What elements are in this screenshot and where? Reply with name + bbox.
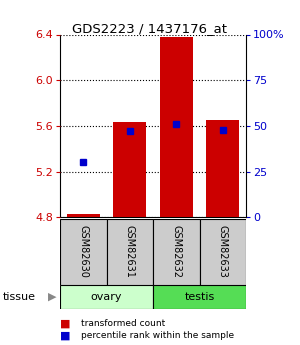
Text: ■: ■	[60, 331, 70, 340]
Bar	[106, 219, 153, 285]
Bar	[60, 219, 106, 285]
Bar	[160, 37, 193, 217]
Bar	[60, 285, 153, 309]
Bar	[153, 219, 200, 285]
Text: testis: testis	[184, 292, 214, 302]
Text: GSM82633: GSM82633	[218, 225, 228, 278]
Bar	[67, 214, 100, 217]
Text: transformed count: transformed count	[81, 319, 165, 328]
Text: tissue: tissue	[3, 292, 36, 302]
Text: GSM82632: GSM82632	[171, 225, 181, 278]
Bar	[113, 122, 146, 217]
Bar	[206, 120, 239, 217]
Bar	[200, 219, 246, 285]
Bar	[153, 285, 246, 309]
Text: ▶: ▶	[48, 292, 56, 302]
Text: GSM82631: GSM82631	[125, 225, 135, 278]
Text: GSM82630: GSM82630	[78, 225, 88, 278]
Text: GDS2223 / 1437176_at: GDS2223 / 1437176_at	[73, 22, 227, 36]
Text: ■: ■	[60, 319, 70, 328]
Text: percentile rank within the sample: percentile rank within the sample	[81, 331, 234, 340]
Text: ovary: ovary	[91, 292, 122, 302]
